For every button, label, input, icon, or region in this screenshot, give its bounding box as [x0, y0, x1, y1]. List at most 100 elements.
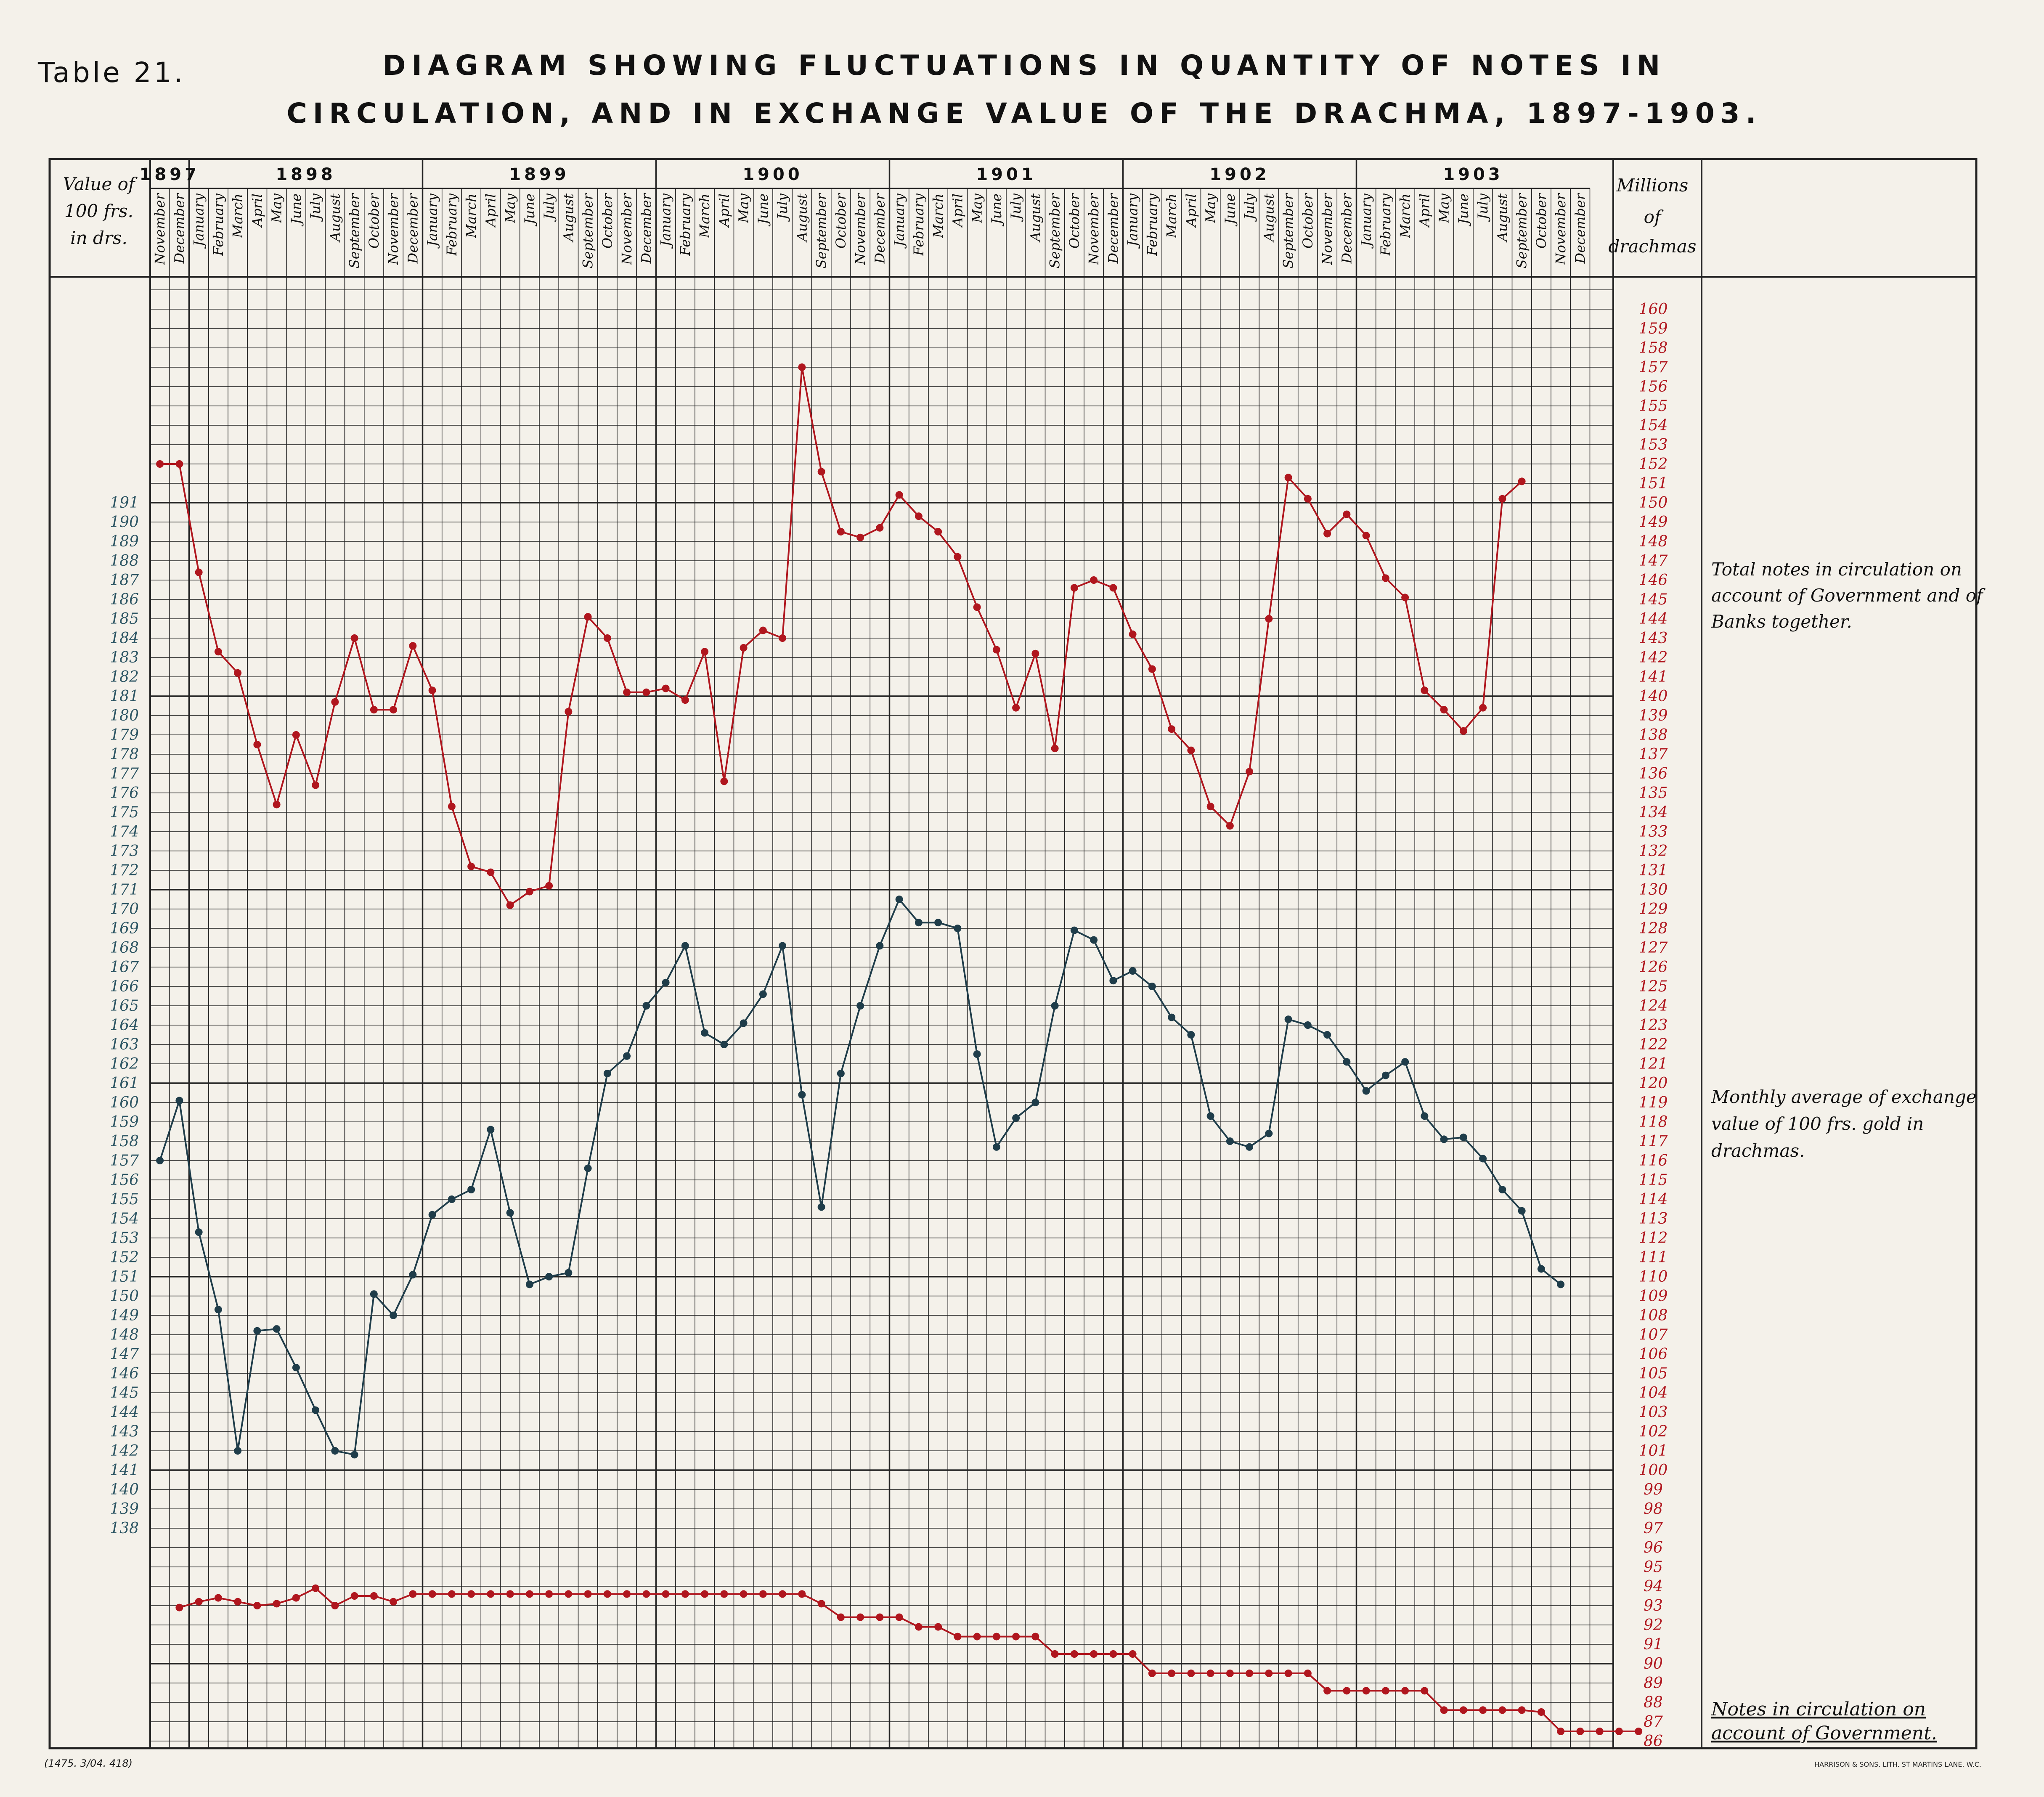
series-point	[1498, 1706, 1506, 1714]
series-point	[565, 1269, 573, 1277]
series-point	[1381, 1071, 1389, 1079]
right-tick-label: 151	[1639, 475, 1668, 492]
left-tick-label: 159	[110, 1113, 139, 1131]
right-tick-label: 86	[1644, 1733, 1663, 1750]
series-point	[1187, 1670, 1195, 1677]
series-point	[292, 731, 300, 739]
series-point	[448, 803, 456, 811]
month-label: December	[1339, 193, 1355, 264]
series-point	[623, 1590, 631, 1598]
right-tick-label: 146	[1639, 572, 1668, 589]
series-point	[992, 1143, 1000, 1151]
right-tick-label: 130	[1639, 881, 1668, 898]
month-label: June	[989, 193, 1005, 227]
right-tick-label: 120	[1639, 1075, 1668, 1092]
left-tick-label: 186	[110, 591, 139, 608]
series-point	[1031, 1633, 1039, 1641]
month-label: July	[308, 193, 323, 222]
footer-code: (1475. 3/04. 418)	[44, 1757, 133, 1769]
series-point	[390, 1312, 398, 1319]
month-label: August	[327, 193, 343, 243]
series-point	[701, 1590, 709, 1598]
month-label: May	[1436, 193, 1452, 223]
right-tick-label: 153	[1639, 436, 1668, 453]
left-tick-label: 184	[110, 630, 139, 647]
series-point	[1381, 1687, 1389, 1695]
series-point	[1362, 1087, 1370, 1095]
right-tick-label: 107	[1639, 1326, 1668, 1344]
month-label: June	[522, 193, 538, 227]
left-tick-label: 142	[110, 1442, 139, 1460]
left-tick-label: 182	[110, 668, 139, 686]
series-point	[759, 626, 767, 634]
series-point	[1304, 1670, 1312, 1677]
series-point	[1362, 1687, 1370, 1695]
series-point	[603, 1590, 611, 1598]
right-tick-label: 105	[1639, 1365, 1668, 1382]
month-label: October	[833, 193, 849, 249]
left-tick-label: 156	[110, 1171, 139, 1189]
series-point	[817, 1600, 825, 1608]
month-label: October	[599, 193, 615, 249]
series-point	[584, 613, 592, 621]
annotation-line: Notes in circulation on	[1711, 1699, 1926, 1720]
right-tick-label: 121	[1639, 1055, 1668, 1073]
series-point	[779, 942, 787, 950]
right-tick-label: 87	[1644, 1713, 1663, 1731]
series-point	[1206, 1670, 1214, 1677]
left-tick-label: 177	[110, 765, 139, 782]
series-point	[837, 528, 845, 535]
left-tick-label: 160	[110, 1094, 139, 1111]
annotation-line: drachmas.	[1711, 1140, 1805, 1161]
series-point	[934, 1623, 942, 1631]
series-point	[1304, 1021, 1312, 1029]
right-tick-label: 92	[1644, 1617, 1663, 1634]
series-point	[1343, 1687, 1351, 1695]
series-point	[856, 1613, 864, 1621]
right-axis-header-line: Millions	[1616, 175, 1689, 196]
series-point	[992, 1633, 1000, 1641]
left-tick-label: 179	[110, 726, 139, 744]
month-label: March	[463, 193, 479, 239]
left-tick-label: 191	[110, 494, 139, 512]
month-label: January	[1358, 193, 1374, 249]
series-point	[1459, 1133, 1467, 1141]
month-label: September	[1280, 193, 1296, 268]
series-point	[506, 901, 514, 909]
month-label: January	[1125, 193, 1141, 249]
series-point	[1440, 706, 1448, 714]
month-label: March	[930, 193, 946, 239]
month-label: June	[1455, 193, 1471, 227]
series-point	[1265, 615, 1273, 623]
year-label: 1897	[140, 165, 200, 184]
month-label: August	[1261, 193, 1277, 243]
series-point	[662, 978, 670, 986]
right-tick-label: 116	[1639, 1152, 1668, 1169]
series-point	[525, 1590, 533, 1598]
month-label: March	[1164, 193, 1180, 239]
right-tick-label: 103	[1639, 1404, 1668, 1421]
series-point	[779, 634, 787, 642]
right-axis-header: Millions of drachmas	[1609, 175, 1697, 257]
series-point	[1012, 1114, 1020, 1122]
month-label: February	[210, 193, 226, 256]
series-point	[1381, 574, 1389, 582]
series-point	[934, 919, 942, 927]
series-point	[312, 1584, 320, 1592]
month-label: June	[1222, 193, 1238, 227]
month-label: October	[1300, 193, 1316, 249]
series-point	[350, 1451, 358, 1459]
month-label: July	[1475, 193, 1491, 222]
series-point	[331, 1447, 339, 1455]
annotation-total-notes: Total notes in circulation on account of…	[1711, 559, 1986, 632]
series-point	[895, 896, 903, 903]
series-point	[895, 491, 903, 499]
series-point	[467, 1186, 475, 1193]
month-label: June	[288, 193, 304, 227]
month-label: November	[385, 193, 401, 265]
series-point	[603, 634, 611, 642]
right-tick-label: 147	[1639, 552, 1668, 570]
right-tick-label: 97	[1644, 1520, 1663, 1537]
series-point	[1148, 665, 1156, 673]
series-point	[1090, 576, 1098, 584]
